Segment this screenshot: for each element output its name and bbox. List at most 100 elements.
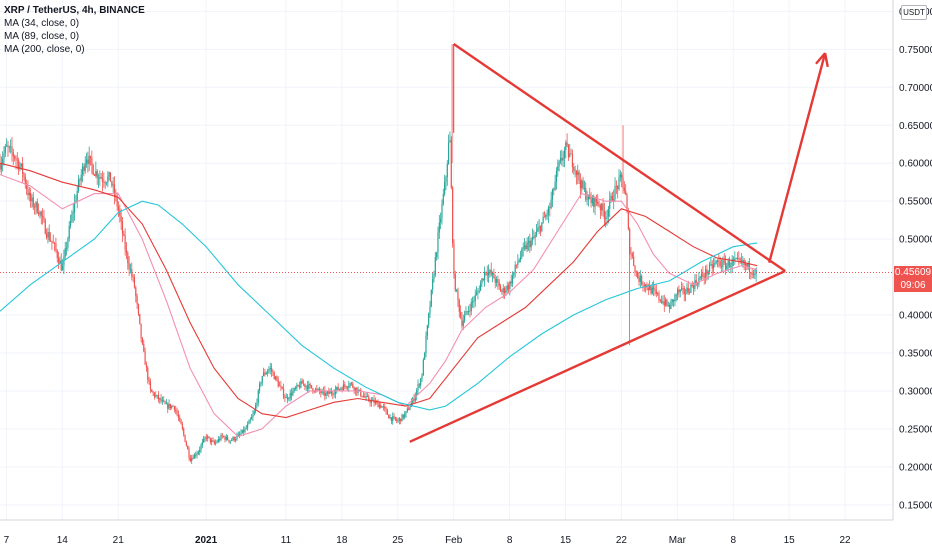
candle-body (187, 445, 189, 450)
y-tick-label: 0.40000 (899, 311, 932, 322)
candle-body (23, 173, 25, 177)
candle-body (376, 401, 378, 403)
x-tick-label: 22 (840, 535, 852, 546)
candle-body (650, 285, 652, 294)
candle-body (724, 261, 727, 270)
candle-body (589, 194, 591, 200)
candle-body (172, 405, 174, 407)
candle-body (444, 181, 446, 195)
candle-body (402, 414, 404, 418)
candle-body (362, 396, 365, 397)
candle-body (316, 388, 318, 390)
candle-body (535, 231, 538, 236)
candle-body (659, 299, 661, 301)
x-tick-label: 8 (507, 535, 513, 546)
candle-body (716, 260, 719, 262)
candle-body (715, 261, 717, 263)
candle-body (57, 257, 60, 264)
candle-body (583, 187, 586, 189)
candle-body (294, 388, 297, 389)
candle-body (92, 164, 94, 175)
candle-body (424, 353, 426, 360)
candle-body (732, 259, 735, 261)
candle-body (161, 400, 164, 402)
candle-body (746, 263, 748, 267)
candle-body (514, 264, 516, 272)
candle-body (65, 247, 68, 249)
currency-badge[interactable]: USDT (901, 5, 927, 20)
candle-body (682, 287, 684, 289)
candle-body (397, 420, 399, 422)
candle-body (69, 221, 72, 226)
ma-line-1 (0, 162, 758, 419)
candle-body (97, 178, 100, 179)
candle-body (308, 384, 310, 390)
candle-body (292, 391, 294, 396)
candle-body (6, 145, 8, 147)
candle-body (503, 288, 506, 293)
candle-body (555, 171, 558, 182)
candle-body (247, 424, 249, 429)
candle-body (177, 414, 179, 418)
candle-body (181, 424, 183, 429)
candle-body (175, 409, 177, 411)
candle-body (149, 381, 152, 390)
y-tick-label: 0.25000 (899, 424, 932, 435)
candle-body (495, 279, 498, 283)
x-tick-label: 25 (392, 535, 404, 546)
candle-body (617, 186, 619, 190)
candle-body (695, 280, 697, 284)
candle-body (723, 260, 725, 262)
candle-body (533, 236, 535, 238)
candle-body (53, 243, 56, 245)
candle-body (129, 269, 132, 270)
candle-body (228, 439, 230, 442)
candle-body (337, 386, 339, 390)
candle-body (233, 437, 235, 441)
candle-body (727, 261, 729, 266)
candle-body (248, 420, 250, 425)
candle-body (730, 265, 732, 268)
candle-body (517, 261, 519, 265)
candle-body (553, 189, 555, 191)
candle-body (691, 284, 693, 286)
candle-body (534, 235, 536, 238)
candle-body (73, 202, 76, 213)
candle-body (385, 408, 387, 411)
candle-body (148, 379, 150, 382)
candle-body (15, 158, 17, 160)
candle-body (354, 387, 357, 391)
candle-body (155, 395, 157, 397)
candle-body (71, 213, 73, 222)
candle-body (342, 384, 345, 391)
candle-body (720, 266, 723, 268)
candle-body (675, 294, 677, 296)
candle-body (752, 274, 755, 276)
candle-body (219, 439, 221, 441)
candle-body (458, 300, 460, 312)
candle-body (67, 238, 69, 248)
candle-body (609, 199, 611, 209)
candle-body (111, 181, 113, 186)
candle-body (506, 285, 508, 291)
candle-body (384, 406, 386, 409)
candle-body (156, 395, 158, 396)
candle-body (302, 383, 305, 385)
candle-body (563, 149, 566, 158)
triangle-lower-line (409, 269, 786, 443)
candle-body (601, 203, 603, 211)
candle-body (637, 272, 639, 279)
candle-body (541, 222, 543, 232)
candle-body (171, 405, 173, 408)
x-tick-label: 18 (336, 535, 348, 546)
x-tick-label: 8 (730, 535, 736, 546)
candle-body (61, 266, 64, 271)
legend-ma-34: MA (34, close, 0) (4, 18, 80, 29)
legend-ma-89: MA (89, close, 0) (4, 31, 80, 42)
candle-body (361, 395, 363, 397)
candle-body (687, 287, 689, 293)
candle-body (265, 372, 267, 375)
candle-body (179, 417, 181, 420)
candle-body (651, 287, 653, 294)
